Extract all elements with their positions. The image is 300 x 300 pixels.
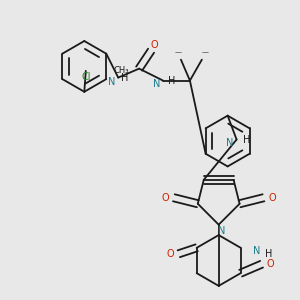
Text: —: — <box>201 49 208 55</box>
Text: H: H <box>265 249 272 259</box>
Text: N: N <box>153 79 160 88</box>
Text: N: N <box>108 77 115 87</box>
Text: N: N <box>226 137 234 148</box>
Text: O: O <box>267 259 274 269</box>
Text: —: — <box>175 49 182 55</box>
Text: O: O <box>268 193 276 203</box>
Text: H: H <box>167 76 175 85</box>
Text: O: O <box>166 249 174 259</box>
Text: N: N <box>218 226 225 236</box>
Text: Cl: Cl <box>81 72 91 82</box>
Text: H: H <box>243 134 250 145</box>
Text: O: O <box>150 40 158 50</box>
Text: CH₃: CH₃ <box>113 66 129 75</box>
Text: O: O <box>161 193 169 203</box>
Text: N: N <box>253 246 260 256</box>
Text: H: H <box>121 73 129 82</box>
